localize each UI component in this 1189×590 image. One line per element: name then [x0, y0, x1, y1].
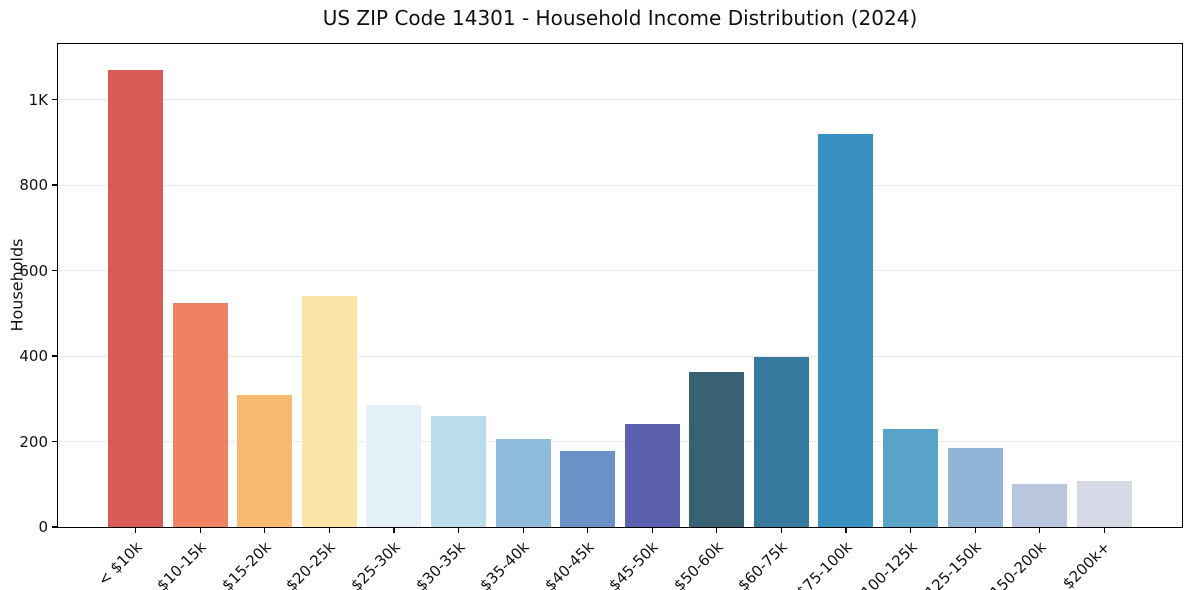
- bar: [495, 439, 551, 527]
- y-tick-mark: [52, 440, 57, 443]
- y-tick-label: 200: [19, 432, 48, 451]
- y-tick-mark: [52, 355, 57, 357]
- bar: [560, 450, 616, 527]
- x-tick-mark: [393, 528, 395, 534]
- x-tick-mark: [199, 528, 201, 534]
- x-tick-mark: [780, 528, 782, 534]
- bars-layer: [58, 44, 1182, 527]
- y-tick-label: 800: [19, 176, 48, 195]
- x-tick-mark: [651, 528, 653, 534]
- x-tick-mark: [716, 528, 718, 534]
- bar: [689, 372, 745, 527]
- y-tick-label: 600: [19, 261, 48, 280]
- bar: [818, 133, 874, 527]
- plot-area: 0 200 400 600 800 1K < $10k $10-15k $15-20k $20-2…: [19, 43, 1183, 590]
- y-axis-label: Households: [7, 238, 27, 332]
- bar: [947, 447, 1003, 527]
- gridline: [58, 184, 1182, 186]
- y-tick-label: 1K: [28, 90, 48, 109]
- gridline: [58, 270, 1182, 272]
- bar: [237, 394, 293, 527]
- y-tick-mark: [52, 269, 57, 272]
- y-tick-mark: [52, 526, 57, 528]
- x-tick-mark: [1103, 528, 1105, 534]
- bar: [431, 415, 487, 527]
- y-tick-label: 0: [38, 518, 48, 536]
- x-tick-mark: [264, 528, 266, 534]
- x-tick-mark: [1039, 528, 1041, 534]
- x-tick-mark: [587, 528, 589, 534]
- gridline-layer: [58, 44, 1182, 527]
- bar: [108, 69, 164, 527]
- bar: [301, 296, 357, 527]
- x-tick-mark: [974, 528, 976, 534]
- y-tick-mark: [52, 184, 57, 186]
- gridline: [58, 99, 1182, 101]
- bar: [753, 356, 809, 527]
- x-tick-mark: [522, 528, 524, 534]
- gridline: [58, 355, 1182, 357]
- bar: [883, 428, 939, 527]
- x-tick-mark: [457, 528, 460, 534]
- x-tick-label: < $10k: [94, 538, 146, 590]
- axis-ticks-layer: 0 200 400 600 800 1K < $10k $10-15k $15-20k $20-2…: [19, 44, 1182, 590]
- y-tick-label: 400: [19, 347, 48, 366]
- x-tick-mark: [135, 528, 137, 534]
- x-tick-mark: [328, 528, 330, 534]
- bar: [172, 302, 228, 527]
- bar: [1076, 481, 1132, 527]
- bar: [624, 424, 680, 527]
- x-tick-mark: [845, 528, 847, 534]
- chart-title: US ZIP Code 14301 - Household Income Dis…: [322, 6, 918, 30]
- bar: [366, 405, 422, 527]
- x-tick-mark: [909, 528, 912, 534]
- y-tick-mark: [52, 98, 57, 101]
- bar: [1012, 484, 1068, 527]
- gridline: [58, 441, 1182, 442]
